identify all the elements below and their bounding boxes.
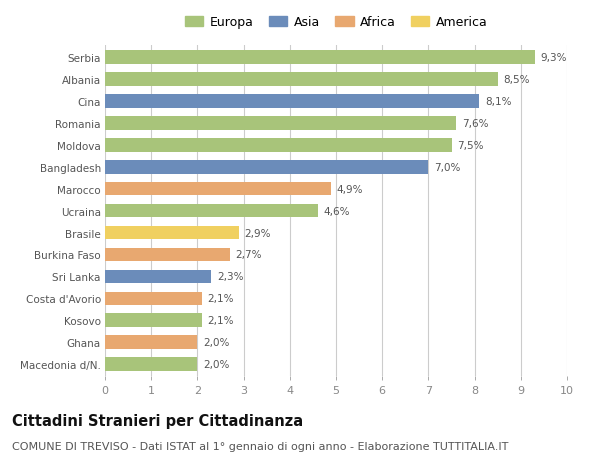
Bar [105,336,197,349]
Text: Cittadini Stranieri per Cittadinanza: Cittadini Stranieri per Cittadinanza [12,413,303,428]
Text: 4,6%: 4,6% [323,206,350,216]
Text: 2,1%: 2,1% [208,294,234,304]
Text: 7,6%: 7,6% [461,118,488,129]
Text: 4,9%: 4,9% [337,184,364,194]
Text: 2,3%: 2,3% [217,272,244,282]
Bar [105,248,230,262]
Bar [105,292,202,306]
Bar [105,270,211,284]
Bar [105,226,239,240]
Text: COMUNE DI TREVISO - Dati ISTAT al 1° gennaio di ogni anno - Elaborazione TUTTITA: COMUNE DI TREVISO - Dati ISTAT al 1° gen… [12,441,508,451]
Text: 7,5%: 7,5% [457,140,484,151]
Bar [105,204,317,218]
Text: 7,0%: 7,0% [434,162,460,173]
Bar [105,95,479,108]
Bar [105,117,456,130]
Bar [105,73,498,87]
Bar [105,51,535,65]
Text: 2,7%: 2,7% [235,250,262,260]
Text: 8,5%: 8,5% [503,75,530,85]
Bar [105,358,197,371]
Bar [105,161,428,174]
Text: 2,1%: 2,1% [208,316,234,325]
Text: 8,1%: 8,1% [485,97,511,106]
Text: 9,3%: 9,3% [540,53,567,63]
Text: 2,0%: 2,0% [203,359,229,369]
Bar [105,183,331,196]
Text: 2,0%: 2,0% [203,337,229,347]
Text: 2,9%: 2,9% [245,228,271,238]
Bar [105,314,202,327]
Legend: Europa, Asia, Africa, America: Europa, Asia, Africa, America [181,12,491,33]
Bar [105,139,452,152]
